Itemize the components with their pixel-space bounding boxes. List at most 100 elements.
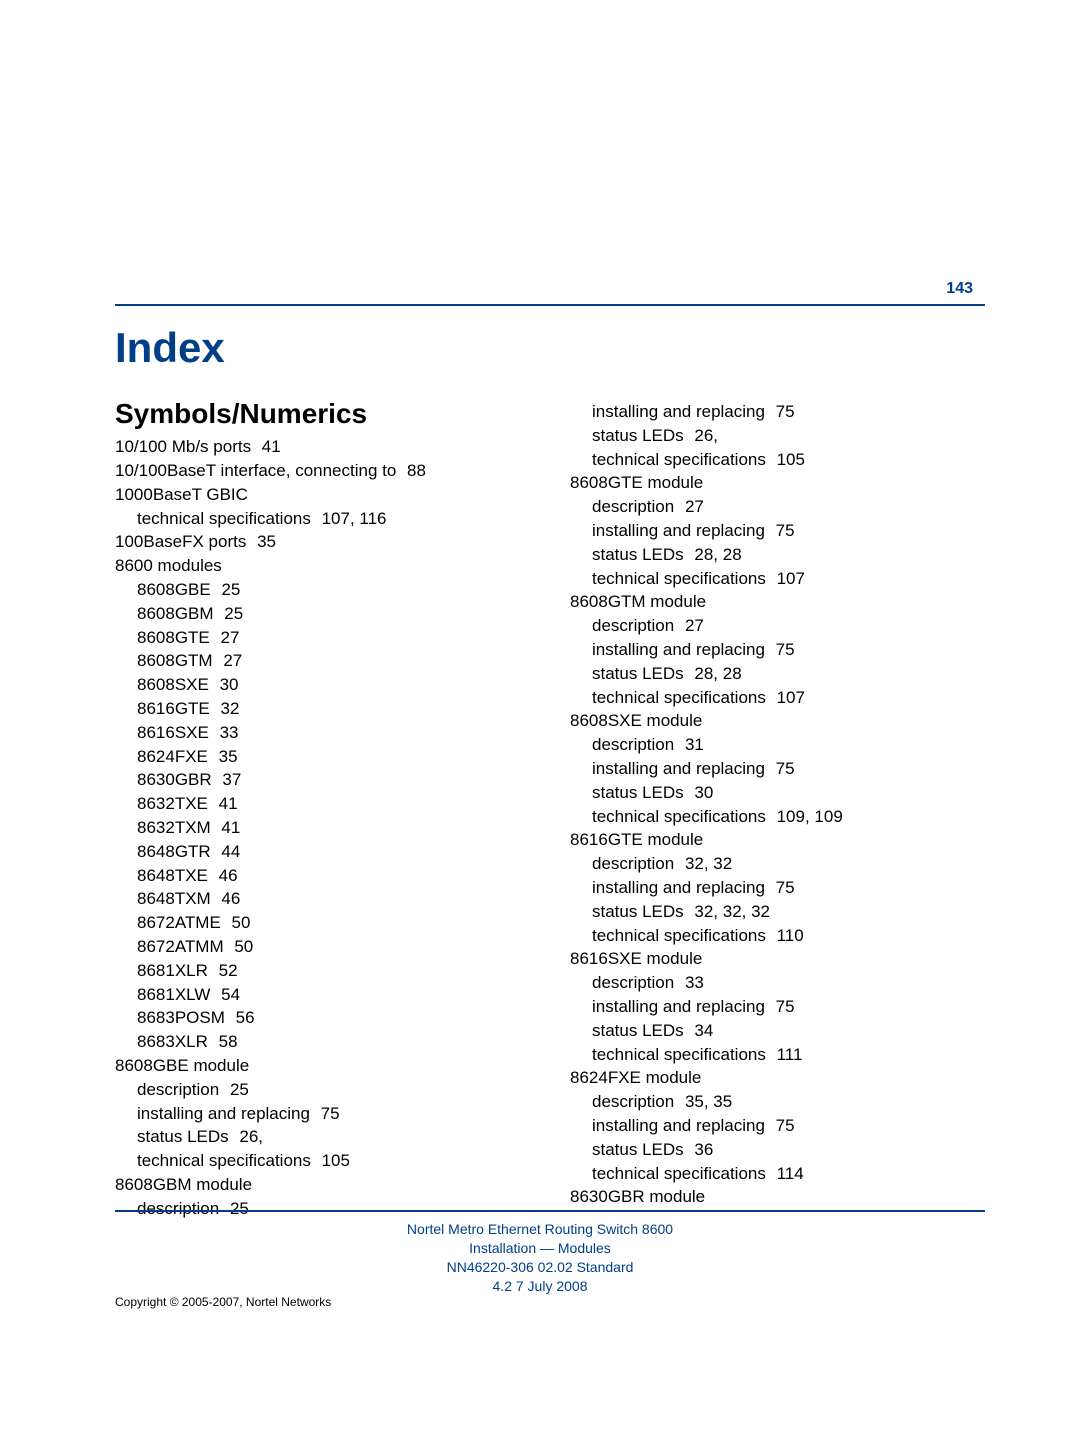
index-entry-pages: 33 [215,723,239,742]
index-entry: technical specifications 114 [592,1162,985,1186]
index-entry-pages: 27 [219,651,243,670]
index-entry-pages: 114 [772,1164,804,1183]
index-entry-pages: 107 [772,688,805,707]
index-entry: 8616SXE 33 [137,721,530,745]
index-entry-pages: 75 [771,759,795,778]
index-entry-pages: 75 [771,878,795,897]
index-entry-text: 100BaseFX ports [115,532,246,551]
document-page: 143 Index Symbols/Numerics 10/100 Mb/s p… [0,0,1080,1440]
index-entry: 8681XLW 54 [137,983,530,1007]
index-entry-pages: 41 [217,818,241,837]
index-entry-text: technical specifications [592,807,766,826]
index-entry: description 35, 35 [592,1090,985,1114]
index-entry-pages: 25 [225,1199,249,1218]
index-entry-text: 8683POSM [137,1008,225,1027]
index-entry: status LEDs 30 [592,781,985,805]
index-entry-pages: 28, 28 [690,664,742,683]
index-entry: 8624FXE 35 [137,745,530,769]
index-entry: status LEDs 26, [137,1125,530,1149]
index-entry: 8608GBE 25 [137,578,530,602]
index-entry-text: technical specifications [592,450,766,469]
index-entry-pages: 30 [690,783,714,802]
index-entry-text: 8630GBR module [570,1187,705,1206]
index-entry-pages: 26, [690,426,718,445]
index-entry: 8616GTE module [570,828,985,852]
index-entry-pages: 105 [317,1151,350,1170]
footer-line-1: Nortel Metro Ethernet Routing Switch 860… [0,1220,1080,1239]
index-entry-pages: 32, 32, 32 [690,902,770,921]
index-entry-text: 8616GTE [137,699,210,718]
index-entry: description 33 [592,971,985,995]
index-entry-text: technical specifications [592,1045,766,1064]
index-entry-text: 8608GBE [137,580,211,599]
index-entry-text: description [592,497,674,516]
index-entry-text: description [592,973,674,992]
index-entry-text: description [592,854,674,873]
index-entry-text: status LEDs [592,545,684,564]
index-entry: installing and replacing 75 [592,638,985,662]
index-entry-pages: 25 [217,580,241,599]
index-entry-text: 8672ATMM [137,937,224,956]
index-entry-pages: 27 [216,628,240,647]
index-entry: 1000BaseT GBIC [115,483,530,507]
index-entry-text: technical specifications [592,569,766,588]
index-entry: status LEDs 28, 28 [592,543,985,567]
page-number: 143 [115,280,985,298]
index-entry: 8630GBR module [570,1185,985,1209]
index-entry: 8632TXE 41 [137,792,530,816]
index-entry-text: 8672ATME [137,913,221,932]
index-entry-text: status LEDs [137,1127,229,1146]
index-entry-pages: 107, 116 [317,509,387,528]
index-entry-pages: 75 [771,1116,795,1135]
index-entry-text: technical specifications [592,926,766,945]
index-entry-text: 8608GBM module [115,1175,252,1194]
index-heading: Index [115,324,985,372]
index-entry-pages: 35, 35 [680,1092,732,1111]
index-entry-text: 8600 modules [115,556,222,575]
index-entry: 8616GTE 32 [137,697,530,721]
index-entry: installing and replacing 75 [137,1102,530,1126]
index-entry: 10/100 Mb/s ports 41 [115,435,530,459]
index-entry-pages: 110 [772,926,804,945]
index-entry-text: installing and replacing [592,402,765,421]
index-entry-text: description [592,1092,674,1111]
index-entry-pages: 28, 28 [690,545,742,564]
index-entry-text: 8624FXE module [570,1068,701,1087]
index-entry: description 32, 32 [592,852,985,876]
index-entry-pages: 75 [771,997,795,1016]
index-entry-pages: 31 [680,735,704,754]
index-entry-text: description [592,616,674,635]
index-entry-text: 8608GTE module [570,473,703,492]
index-entry: technical specifications 110 [592,924,985,948]
index-entry: 8672ATMM 50 [137,935,530,959]
index-entry-pages: 32, 32 [680,854,732,873]
index-entry: 8608GTM 27 [137,649,530,673]
index-entry: 8683POSM 56 [137,1006,530,1030]
index-entry: technical specifications 107 [592,567,985,591]
index-entry: 10/100BaseT interface, connecting to 88 [115,459,530,483]
index-entry-text: 8616SXE [137,723,209,742]
index-entry-text: installing and replacing [137,1104,310,1123]
index-entry: 8624FXE module [570,1066,985,1090]
index-entry-pages: 35 [252,532,276,551]
index-entry: 100BaseFX ports 35 [115,530,530,554]
index-entry: 8672ATME 50 [137,911,530,935]
index-entry-text: 8608GTE [137,628,210,647]
index-entry-text: 8648TXE [137,866,208,885]
index-entry-text: status LEDs [592,664,684,683]
index-entry: description 31 [592,733,985,757]
index-entry-pages: 32 [216,699,240,718]
index-entry-pages: 50 [230,937,254,956]
index-entry: 8616SXE module [570,947,985,971]
index-entry: 8632TXM 41 [137,816,530,840]
index-entry-text: technical specifications [137,509,311,528]
index-entry: 8608GBM 25 [137,602,530,626]
index-entry: status LEDs 34 [592,1019,985,1043]
index-entry: 8683XLR 58 [137,1030,530,1054]
index-entry: 8608GTE module [570,471,985,495]
index-entry-pages: 111 [772,1045,803,1064]
footer-line-3: NN46220-306 02.02 Standard [0,1258,1080,1277]
index-entry-pages: 35 [214,747,238,766]
index-entry-pages: 44 [217,842,241,861]
index-entry-text: 10/100BaseT interface, connecting to [115,461,396,480]
